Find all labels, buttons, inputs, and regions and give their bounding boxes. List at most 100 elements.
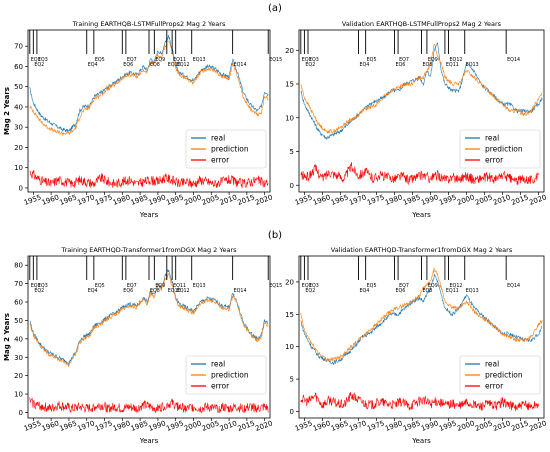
y-tick-label: 60 xyxy=(14,63,23,71)
event-label: EQ10 xyxy=(168,62,181,68)
x-tick-label: 2015 xyxy=(236,419,255,433)
event-label: EQ8 xyxy=(423,288,433,294)
x-tick-label: 1985 xyxy=(402,193,421,207)
x-tick-label: 1955 xyxy=(294,193,313,207)
legend: real prediction error xyxy=(459,355,541,395)
legend-box xyxy=(185,129,267,169)
event-label: EQ15 xyxy=(269,283,282,289)
x-axis-label: Years xyxy=(411,437,431,445)
x-tick-label: 1960 xyxy=(312,419,331,433)
event-label: EQ1 xyxy=(302,283,312,289)
y-tick-label: 80 xyxy=(14,262,23,270)
plot-area xyxy=(300,42,543,186)
event-label: EQ2 xyxy=(305,62,315,68)
legend: real prediction error xyxy=(185,355,267,395)
y-axis-label: Mag 2 Years xyxy=(3,313,11,361)
x-tick-label: 2000 xyxy=(183,193,202,207)
x-tick-label: 1955 xyxy=(23,419,42,433)
legend-label: prediction xyxy=(211,371,249,380)
x-tick-label: 2010 xyxy=(219,193,238,207)
event-label: EQ3 xyxy=(309,57,319,63)
event-label: EQ9 xyxy=(155,57,165,63)
x-tick-label: 1995 xyxy=(165,193,184,207)
x-tick-label: 2015 xyxy=(510,419,529,433)
panel-label-b: (b) xyxy=(268,230,282,241)
event-label: EQ11 xyxy=(173,57,186,63)
x-tick-label: 2005 xyxy=(474,193,493,207)
series-line-real xyxy=(29,34,269,133)
x-tick-label: 1965 xyxy=(330,419,349,433)
x-tick-label: 1955 xyxy=(294,419,313,433)
event-label: EQ5 xyxy=(367,57,377,63)
y-tick-label: 70 xyxy=(14,280,23,288)
y-tick-label: 0 xyxy=(19,409,23,417)
legend-box xyxy=(185,355,267,395)
legend-label: error xyxy=(211,156,230,165)
event-label: EQ11 xyxy=(446,288,459,294)
x-tick-label: 1985 xyxy=(130,193,149,207)
x-tick-label: 2000 xyxy=(456,193,475,207)
x-tick-label: 1970 xyxy=(348,193,367,207)
x-tick-label: 1970 xyxy=(348,419,367,433)
y-tick-label: 10 xyxy=(285,343,294,351)
x-tick-label: 1990 xyxy=(147,419,166,433)
x-axis-label: Years xyxy=(411,211,431,219)
event-label: EQ13 xyxy=(193,283,206,289)
y-tick-label: 5 xyxy=(290,148,294,156)
chart-training-transformer: Training EARTHQD-Transformer1fromDGX Mag… xyxy=(3,246,282,445)
legend-label: real xyxy=(211,134,225,143)
event-label: EQ4 xyxy=(88,288,98,294)
event-label: EQ6 xyxy=(123,62,133,68)
y-tick-label: 40 xyxy=(14,335,23,343)
y-tick-label: 10 xyxy=(14,391,23,399)
legend-label: real xyxy=(485,360,499,369)
event-label: EQ3 xyxy=(309,283,319,289)
event-label: EQ6 xyxy=(395,62,405,68)
legend-label: error xyxy=(485,382,504,391)
x-tick-label: 1980 xyxy=(384,193,403,207)
x-tick-label: 1960 xyxy=(41,419,60,433)
x-axis-label: Years xyxy=(139,211,159,219)
x-tick-label: 1965 xyxy=(58,419,77,433)
series-line-error xyxy=(300,391,539,412)
event-label: EQ7 xyxy=(127,57,137,63)
x-tick-label: 1975 xyxy=(94,419,113,433)
y-tick-label: 60 xyxy=(14,299,23,307)
x-tick-label: 1975 xyxy=(94,193,113,207)
x-tick-label: 2010 xyxy=(219,419,238,433)
x-tick-label: 1975 xyxy=(366,419,385,433)
event-label: EQ8 xyxy=(150,62,160,68)
series-line-prediction xyxy=(29,40,269,136)
event-label: EQ6 xyxy=(395,288,405,294)
y-tick-label: 50 xyxy=(14,317,23,325)
legend-label: real xyxy=(485,134,499,143)
series-line-real xyxy=(29,269,269,366)
event-label: EQ1 xyxy=(302,57,312,63)
event-label: EQ5 xyxy=(367,283,377,289)
x-tick-label: 1995 xyxy=(438,419,457,433)
x-tick-label: 1960 xyxy=(312,193,331,207)
x-tick-label: 1965 xyxy=(330,193,349,207)
chart-title: Validation EARTHQD-Transformer1fromDGX M… xyxy=(331,246,513,254)
legend-label: prediction xyxy=(485,371,523,380)
x-tick-label: 1970 xyxy=(76,193,95,207)
legend-box xyxy=(459,129,541,169)
event-label: EQ11 xyxy=(173,283,186,289)
legend: real prediction error xyxy=(185,129,267,169)
x-tick-label: 1955 xyxy=(23,193,42,207)
x-tick-label: 1980 xyxy=(112,193,131,207)
y-tick-label: 20 xyxy=(285,278,294,286)
legend-box xyxy=(459,355,541,395)
series-line-prediction xyxy=(300,267,543,363)
chart-title: Training EARTHQD-Transformer1fromDGX Mag… xyxy=(61,246,238,254)
y-tick-label: 30 xyxy=(14,124,23,132)
series-line-real xyxy=(300,42,543,140)
event-label: EQ3 xyxy=(38,283,48,289)
x-tick-label: 2005 xyxy=(201,419,220,433)
y-tick-label: 50 xyxy=(14,83,23,91)
event-label: EQ15 xyxy=(269,57,282,63)
legend: real prediction error xyxy=(459,129,541,169)
y-tick-label: 40 xyxy=(14,103,23,111)
plot-area xyxy=(300,267,543,412)
